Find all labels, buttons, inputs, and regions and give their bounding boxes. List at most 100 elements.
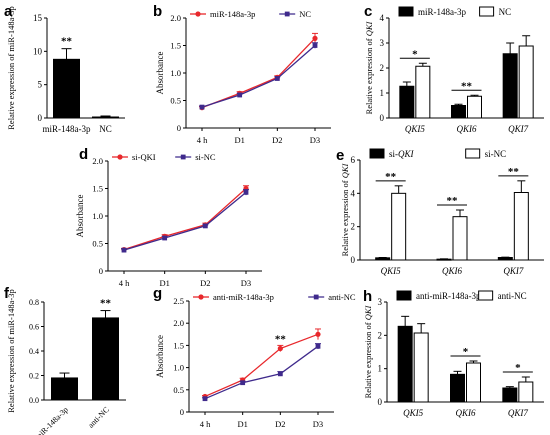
h-legend-label: anti-miR-148a-3p bbox=[416, 291, 481, 301]
f-y-tick-label: 0.2 bbox=[29, 372, 39, 381]
g-data-point bbox=[315, 331, 321, 337]
e-significance-mark: ** bbox=[447, 195, 459, 207]
a-significance-mark: ** bbox=[61, 36, 73, 48]
c-significance-mark: * bbox=[412, 48, 418, 60]
a-x-category-label: miR-148a-3p bbox=[43, 124, 91, 134]
e-y-axis-label: Relative expression of QKI bbox=[340, 162, 350, 256]
h-significance-mark: * bbox=[515, 362, 521, 374]
e-legend-label: si-QKI bbox=[389, 149, 415, 159]
c-legend-label: miR-148a-3p bbox=[418, 7, 466, 17]
e-significance-mark: ** bbox=[385, 171, 397, 183]
e-legend-label: si-NC bbox=[485, 149, 507, 159]
g-series-line-1 bbox=[204, 333, 319, 398]
e-y-axis-label-gene: QKI bbox=[340, 162, 350, 178]
e-y-tick-label: 6 bbox=[351, 155, 356, 165]
g-y-tick-label: 2.5 bbox=[173, 296, 184, 306]
d-y-tick-label: 0.5 bbox=[92, 239, 103, 249]
b-data-point bbox=[312, 43, 318, 48]
a-y-tick-label: 5 bbox=[38, 80, 43, 90]
c-bar-series1 bbox=[502, 53, 518, 119]
e-y-tick-label: 0 bbox=[351, 255, 356, 265]
g-significance-mark: ** bbox=[275, 333, 287, 345]
h-bar-series1 bbox=[450, 373, 465, 403]
panel-letter-f: f bbox=[4, 285, 10, 302]
b-x-category-label: D3 bbox=[310, 135, 320, 145]
h-legend-swatch bbox=[396, 290, 412, 301]
g-data-point bbox=[202, 396, 208, 402]
f-x-category-label: anti-NC bbox=[86, 405, 111, 430]
e-legend-swatch bbox=[369, 148, 385, 159]
h-x-category-label: QKI6 bbox=[456, 408, 476, 418]
e-legend-swatch bbox=[465, 148, 481, 159]
a-y-tick-label: 0 bbox=[38, 113, 43, 123]
h-y-tick-label: 3 bbox=[378, 297, 383, 307]
d-y-tick-label: 1.0 bbox=[92, 211, 103, 221]
e-y-tick-label: 4 bbox=[351, 188, 356, 198]
e-bar-series1 bbox=[497, 257, 513, 261]
e-x-category-label: QKI5 bbox=[381, 266, 401, 276]
e-bar-series2 bbox=[513, 192, 529, 261]
a-bar bbox=[53, 58, 80, 119]
f-x-category-label: anti-miR-148a-3p bbox=[23, 405, 70, 435]
c-x-category-label: QKI5 bbox=[405, 124, 425, 134]
g-x-category-label: D3 bbox=[313, 419, 323, 429]
e-bar-series2 bbox=[452, 216, 468, 261]
panel-letter-a: a bbox=[4, 3, 13, 20]
g-x-category-label: 4 h bbox=[200, 419, 211, 429]
c-legend-swatch bbox=[398, 6, 414, 17]
e-bar-series1 bbox=[375, 257, 391, 261]
b-legend-marker bbox=[284, 11, 290, 17]
d-data-point bbox=[202, 223, 208, 229]
a-bar bbox=[92, 116, 119, 119]
b-y-tick-label: 1.5 bbox=[170, 41, 181, 51]
g-y-tick-label: 1.5 bbox=[173, 340, 184, 350]
d-x-category-label: D1 bbox=[159, 278, 169, 288]
legend-label-part: QKI bbox=[398, 149, 415, 159]
g-series-line-2 bbox=[204, 345, 319, 400]
f-bar bbox=[92, 317, 119, 401]
b-y-tick-label: 0 bbox=[177, 123, 181, 133]
d-y-axis-label: Absorbance bbox=[75, 195, 85, 238]
c-bar-series2 bbox=[518, 45, 534, 119]
d-data-point bbox=[243, 189, 249, 195]
g-y-tick-label: 0.5 bbox=[173, 385, 184, 395]
g-x-category-label: D2 bbox=[275, 419, 285, 429]
d-data-point bbox=[162, 235, 168, 241]
legend-label-part: si- bbox=[389, 149, 398, 159]
g-y-tick-label: 1.0 bbox=[173, 363, 184, 373]
f-significance-mark: ** bbox=[100, 298, 112, 310]
h-y-axis-label-text: Relative expression of bbox=[363, 320, 373, 398]
e-x-category-label: QKI7 bbox=[503, 266, 523, 276]
d-series-line-1 bbox=[123, 188, 247, 251]
a-x-category-label: NC bbox=[99, 124, 112, 134]
e-y-axis-label-text: Relative expression of bbox=[340, 178, 350, 256]
e-y-tick-label: 2 bbox=[351, 222, 356, 232]
g-data-point bbox=[240, 380, 246, 386]
f-y-tick-label: 0.8 bbox=[29, 298, 39, 307]
h-bar-series2 bbox=[466, 362, 481, 403]
c-y-tick-label: 1 bbox=[380, 88, 385, 98]
h-y-tick-label: 0 bbox=[378, 397, 383, 407]
h-y-tick-label: 2 bbox=[378, 330, 383, 340]
e-x-category-label: QKI6 bbox=[442, 266, 462, 276]
c-y-tick-label: 4 bbox=[380, 13, 385, 23]
b-y-tick-label: 1.0 bbox=[170, 68, 181, 78]
h-legend-swatch bbox=[478, 290, 494, 301]
g-x-category-label: D1 bbox=[237, 419, 247, 429]
f-bar bbox=[51, 377, 78, 401]
a-y-tick-label: 10 bbox=[33, 46, 43, 56]
b-data-point bbox=[237, 92, 243, 98]
d-y-tick-label: 0 bbox=[99, 266, 103, 276]
h-bar-series2 bbox=[518, 381, 534, 403]
c-legend-label: NC bbox=[499, 7, 512, 17]
c-legend-swatch bbox=[479, 6, 495, 17]
d-series-line-2 bbox=[123, 191, 247, 251]
b-legend-label: NC bbox=[299, 9, 311, 19]
h-x-category-label: QKI5 bbox=[403, 408, 423, 418]
c-y-tick-label: 0 bbox=[380, 113, 385, 123]
c-x-category-label: QKI6 bbox=[457, 124, 477, 134]
panel-letter-c: c bbox=[364, 3, 372, 20]
c-y-axis-label-text: Relative expression of bbox=[364, 36, 374, 114]
f-y-tick-label: 0.4 bbox=[29, 347, 39, 356]
panel-letter-b: b bbox=[153, 3, 162, 20]
